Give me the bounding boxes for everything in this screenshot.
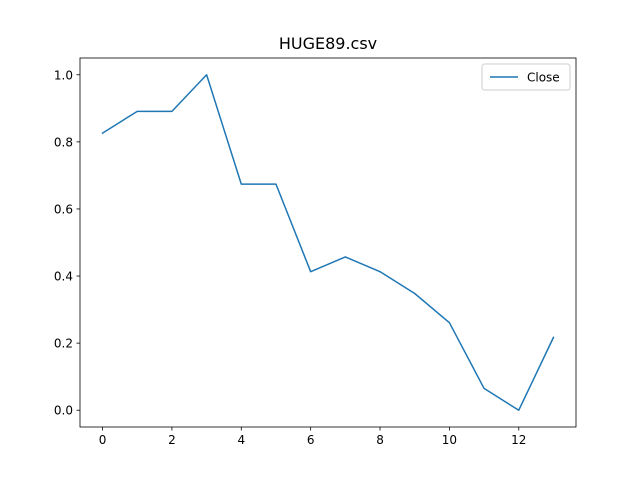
axes-frame bbox=[79, 57, 577, 428]
y-tick-label: 0.0 bbox=[54, 404, 73, 418]
y-tick-label: 0.8 bbox=[54, 135, 73, 149]
series-line-close bbox=[101, 74, 555, 411]
y-tick-label: 1.0 bbox=[54, 68, 73, 82]
legend: Close bbox=[481, 63, 571, 91]
plot-area: 0 2 4 6 8 10 12 0.0 0.2 0.4 0.6 0.8 1.0 Close bbox=[54, 57, 577, 447]
chart-title: HUGE89.csv bbox=[279, 34, 377, 53]
y-tick-label: 0.6 bbox=[54, 202, 73, 216]
x-tick-label: 12 bbox=[511, 433, 526, 447]
x-tick-label: 2 bbox=[168, 433, 176, 447]
y-tick-label: 0.4 bbox=[54, 270, 73, 284]
x-tick-label: 6 bbox=[307, 433, 315, 447]
y-tick-label: 0.2 bbox=[54, 337, 73, 351]
x-tick-label: 4 bbox=[237, 433, 245, 447]
legend-label: Close bbox=[527, 71, 560, 85]
x-tick-label: 10 bbox=[442, 433, 457, 447]
x-tick-label: 0 bbox=[99, 433, 107, 447]
legend-box bbox=[481, 63, 571, 91]
x-tick-label: 8 bbox=[376, 433, 384, 447]
